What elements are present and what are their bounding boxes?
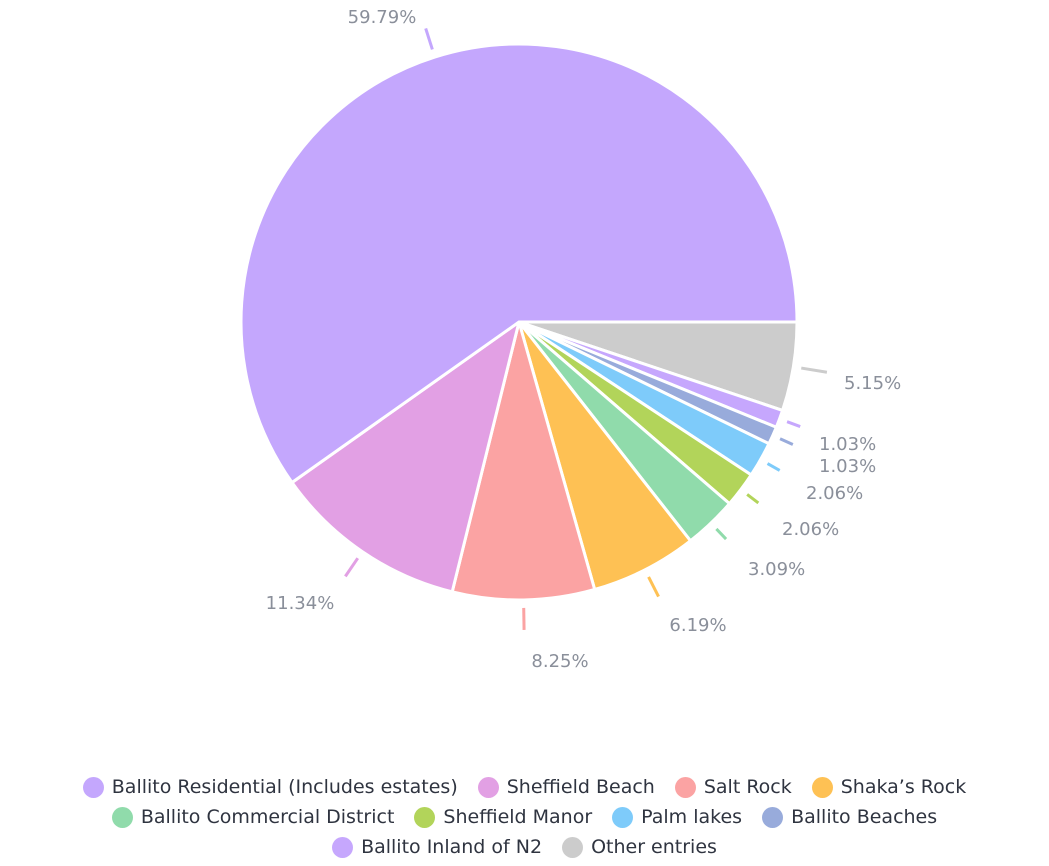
pie-slices: [239, 42, 799, 602]
pie-slice-salt-rock[interactable]: [450, 316, 597, 602]
legend-row: Ballito Inland of N2 Other entries: [0, 832, 1049, 862]
legend-item-ballito-inland-of-n2[interactable]: Ballito Inland of N2: [332, 836, 542, 858]
slice-label-ballito-beaches: 1.03%: [819, 456, 876, 477]
legend: Ballito Residential (Includes estates) Sh…: [0, 772, 1049, 862]
legend-label: Shaka’s Rock: [840, 776, 967, 798]
legend-row: Ballito Commercial District Sheffield Man…: [0, 802, 1049, 832]
pie-chart: 5.15% 1.03%1.03% 2.06% 2.06% 3.09% 6.19% 8.25%…: [239, 7, 902, 672]
legend-swatch: [414, 806, 436, 828]
legend-label: Ballito Residential (Includes estates): [111, 776, 458, 798]
legend-label: Ballito Inland of N2: [361, 836, 543, 858]
legend-swatch: [674, 776, 696, 798]
legend-label: Ballito Commercial District: [140, 806, 395, 828]
legend-item-other-entries[interactable]: Other entries: [562, 836, 717, 858]
legend-swatch: [612, 806, 634, 828]
legend-item-ballito-commercial-district[interactable]: Ballito Commercial District: [111, 806, 395, 828]
legend-item-sheffield-manor[interactable]: Sheffield Manor: [414, 806, 592, 828]
leader-line-shaka-s-rock: [647, 576, 660, 598]
legend-item-shaka-s-rock[interactable]: Shaka’s Rock: [811, 776, 967, 798]
legend-swatch: [332, 836, 354, 858]
slice-label-ballito-residential-includes-estates: 59.79%: [348, 7, 417, 28]
leader-line-ballito-beaches: [779, 437, 794, 446]
leader-line-sheffield-beach: [344, 557, 359, 578]
legend-label: Salt Rock: [703, 776, 792, 798]
slice-label-sheffield-manor: 2.06%: [782, 519, 839, 540]
legend-label: Palm lakes: [641, 806, 743, 828]
legend-label: Sheffield Manor: [443, 806, 593, 828]
legend-item-ballito-beaches[interactable]: Ballito Beaches: [762, 806, 937, 828]
leader-line-sheffield-manor: [746, 493, 760, 505]
legend-item-salt-rock[interactable]: Salt Rock: [674, 776, 792, 798]
slice-label-sheffield-beach: 11.34%: [266, 593, 335, 614]
leader-line-ballito-commercial-district: [715, 527, 728, 541]
legend-swatch: [762, 806, 784, 828]
leader-line-palm-lakes: [766, 462, 781, 472]
legend-swatch: [111, 806, 133, 828]
leader-line-ballito-inland-of-n2: [786, 420, 801, 428]
slice-label-palm-lakes: 2.06%: [806, 483, 863, 504]
legend-swatch: [477, 776, 499, 798]
leader-line-ballito-residential-includes-estates: [424, 28, 434, 50]
slice-labels: 5.15% 1.03%1.03% 2.06% 2.06% 3.09% 6.19% 8.25%…: [266, 7, 902, 672]
legend-row: Ballito Residential (Includes estates) Sh…: [0, 772, 1049, 802]
slice-label-other-entries: 5.15%: [844, 373, 901, 394]
slice-label-shaka-s-rock: 6.19%: [669, 615, 726, 636]
pie-slice-sheffield-beach[interactable]: [289, 318, 522, 594]
legend-item-palm-lakes[interactable]: Palm lakes: [612, 806, 742, 828]
legend-item-sheffield-beach[interactable]: Sheffield Beach: [477, 776, 655, 798]
legend-label: Ballito Beaches: [791, 806, 938, 828]
legend-label: Sheffield Beach: [506, 776, 655, 798]
legend-swatch: [811, 776, 833, 798]
legend-swatch: [82, 776, 104, 798]
legend-label: Other entries: [591, 836, 717, 858]
leader-lines: [344, 28, 828, 630]
slice-label-ballito-inland-of-n2: 1.03%: [819, 434, 876, 455]
pie-slice-ballito-residential-includes-estates[interactable]: [239, 42, 799, 485]
leader-line-other-entries: [801, 366, 828, 374]
slice-label-salt-rock: 8.25%: [531, 651, 588, 672]
legend-swatch: [562, 836, 584, 858]
slice-label-ballito-commercial-district: 3.09%: [748, 559, 805, 580]
legend-item-ballito-residential-includes-estates[interactable]: Ballito Residential (Includes estates): [82, 776, 458, 798]
